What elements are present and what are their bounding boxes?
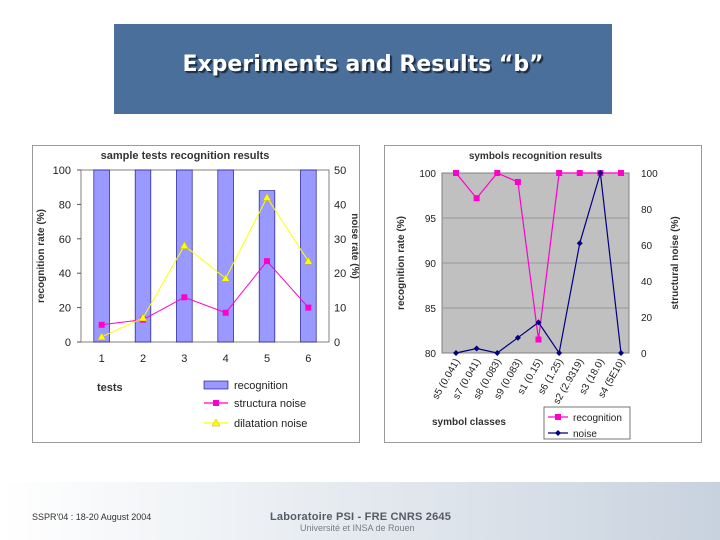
footer-lab: Laboratoire PSI - FRE CNRS 2645 xyxy=(270,511,452,523)
point xyxy=(222,309,229,316)
y2-tick-label: 80 xyxy=(641,205,653,216)
x-tick-label: 1 xyxy=(99,353,105,365)
y2-tick-label: 100 xyxy=(641,169,658,180)
point xyxy=(494,350,501,356)
footer-university: Université et INSA de Rouen xyxy=(300,523,415,533)
point xyxy=(98,321,105,328)
y-tick-label: 80 xyxy=(59,199,71,211)
sample-tests-chart: sample tests recognition results02040608… xyxy=(36,150,359,430)
point xyxy=(264,258,270,265)
x-axis-label: symbol classes xyxy=(432,417,506,428)
x-tick-label: 3 xyxy=(181,353,187,365)
y2-tick-label: 0 xyxy=(641,349,647,360)
y2-tick-label: 40 xyxy=(641,277,653,288)
legend-label: recognition xyxy=(234,380,288,392)
point xyxy=(535,336,542,343)
point xyxy=(535,319,542,326)
point xyxy=(576,240,583,247)
y-axis-label: recognition rate (%) xyxy=(36,209,47,303)
y2-tick-label: 10 xyxy=(334,303,346,315)
title-banner: Experiments and Results “b” xyxy=(114,24,612,114)
y2-tick-label: 60 xyxy=(641,241,653,252)
y-tick-label: 40 xyxy=(59,268,71,280)
y-tick-label: 80 xyxy=(425,349,437,360)
y2-tick-label: 30 xyxy=(334,234,346,246)
legend-label: recognition xyxy=(573,413,622,424)
y2-tick-label: 40 xyxy=(334,199,346,211)
legend-marker xyxy=(213,400,219,406)
y-tick-label: 90 xyxy=(425,259,437,270)
legend-label: noise xyxy=(573,429,597,440)
legend-marker xyxy=(555,414,561,420)
legend-swatch xyxy=(203,380,229,390)
y2-tick-label: 0 xyxy=(334,337,340,349)
chart-title: symbols recognition results xyxy=(469,151,603,162)
y-tick-label: 100 xyxy=(419,169,436,180)
y-tick-label: 60 xyxy=(59,234,71,246)
y2-axis-label: structural noise (%) xyxy=(670,216,681,309)
point xyxy=(473,345,480,352)
footer-band xyxy=(0,482,720,540)
plot-area xyxy=(80,169,330,343)
series-line xyxy=(101,260,309,326)
point xyxy=(138,313,148,322)
bar xyxy=(217,169,234,343)
y2-axis-label: noise rate (%) xyxy=(349,213,359,279)
y-tick-label: 100 xyxy=(53,165,71,177)
x-tick-label: 4 xyxy=(223,353,229,365)
x-tick-label: 5 xyxy=(264,353,270,365)
x-tick-label: 6 xyxy=(305,353,311,365)
y2-tick-label: 50 xyxy=(334,165,346,177)
chart-title: sample tests recognition results xyxy=(101,150,270,162)
y2-tick-label: 20 xyxy=(334,268,346,280)
symbols-recognition-chart: symbols recognition results 80 85 90 95 100 0 2… xyxy=(396,151,681,440)
point xyxy=(453,350,459,356)
bar xyxy=(300,169,317,343)
bar xyxy=(93,169,110,343)
legend-marker xyxy=(555,430,561,436)
y-tick-label: 95 xyxy=(425,214,437,225)
legend-label: dilatation noise xyxy=(234,418,307,430)
footer-conference: SSPR'04 : 18-20 August 2004 xyxy=(32,512,152,522)
bar xyxy=(258,190,276,343)
point xyxy=(597,170,604,176)
point xyxy=(494,170,501,176)
point xyxy=(576,170,583,176)
point xyxy=(303,256,313,265)
point xyxy=(556,350,563,356)
slide-title: Experiments and Results “b” xyxy=(182,52,544,77)
point xyxy=(618,170,624,176)
point xyxy=(453,170,459,176)
point xyxy=(181,294,188,301)
y-tick-label: 85 xyxy=(425,304,437,315)
y-tick-label: 20 xyxy=(59,303,71,315)
point xyxy=(262,193,272,201)
y-tick-label: 0 xyxy=(65,337,71,349)
y2-tick-label: 20 xyxy=(641,313,653,324)
bar xyxy=(134,169,152,343)
point xyxy=(514,179,521,185)
point xyxy=(514,334,521,341)
point xyxy=(473,195,480,202)
point xyxy=(221,273,231,282)
point xyxy=(97,332,107,341)
legend-marker xyxy=(211,418,221,427)
y-axis-label: recognition rate (%) xyxy=(396,216,407,310)
point xyxy=(179,241,189,249)
legend-label: structura noise xyxy=(234,398,306,410)
series-line xyxy=(101,196,309,338)
point xyxy=(305,304,312,311)
x-tick-label: 2 xyxy=(140,353,146,365)
x-axis-label: tests xyxy=(97,382,123,394)
point xyxy=(618,350,624,356)
point xyxy=(556,170,563,176)
